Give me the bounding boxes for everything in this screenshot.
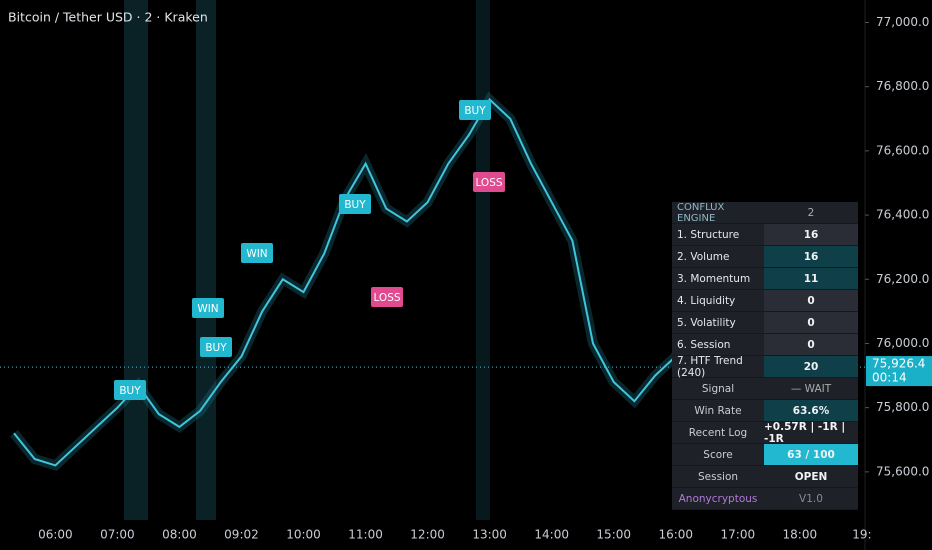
panel-row: Score 63 / 100 <box>672 444 858 466</box>
panel-value: — WAIT <box>764 378 858 400</box>
x-tick-label: 15:00 <box>596 528 631 542</box>
panel-row: Anonycryptous V1.0 <box>672 488 858 510</box>
panel-value: OPEN <box>764 466 858 488</box>
signal-label: BUY <box>119 385 141 397</box>
panel-value: 16 <box>764 246 858 268</box>
countdown: 00:14 <box>872 371 907 385</box>
x-tick-label: 12:00 <box>410 528 445 542</box>
signal-label: WIN <box>246 248 267 260</box>
panel-row: 4. Liquidity 0 <box>672 290 858 312</box>
x-tick-label: 19: <box>852 528 871 542</box>
chart-title: Bitcoin / Tether USD · 2 · Kraken <box>8 10 208 25</box>
signal-badge <box>459 100 491 120</box>
signal-badge <box>339 194 371 214</box>
x-tick-label: 07:00 <box>100 528 135 542</box>
x-tick-label: 11:00 <box>348 528 383 542</box>
panel-label: Score <box>672 444 764 466</box>
panel-row: Win Rate 63.6% <box>672 400 858 422</box>
panel-value: 63 / 100 <box>764 444 858 466</box>
panel-row: 7. HTF Trend (240) 20 <box>672 355 858 379</box>
session-band <box>476 0 490 520</box>
signal-badge <box>473 172 505 192</box>
panel-row: 3. Momentum 11 <box>672 268 858 290</box>
panel-value: 0 <box>764 334 858 356</box>
panel-row: 6. Session 0 <box>672 334 858 356</box>
panel-label: 5. Volatility <box>672 312 764 334</box>
x-tick-label: 16:00 <box>658 528 693 542</box>
panel-label: 6. Session <box>672 334 764 356</box>
engine-panel: CONFLUX ENGINE 2 1. Structure 16 2. Volume 16… <box>672 202 858 510</box>
x-tick-label: 09:02 <box>224 528 259 542</box>
panel-value: +0.57R | -1R | -1R <box>764 421 858 445</box>
panel-value: 0 <box>764 290 858 312</box>
panel-value: V1.0 <box>764 488 858 510</box>
panel-label: 1. Structure <box>672 224 764 246</box>
panel-row: Recent Log +0.57R | -1R | -1R <box>672 421 858 445</box>
session-band <box>196 0 216 520</box>
signal-label: BUY <box>344 199 366 211</box>
signal-label: BUY <box>205 342 227 354</box>
signal-badge <box>114 380 146 400</box>
panel-row: 1. Structure 16 <box>672 224 858 246</box>
y-tick-label: 76,600.0 <box>876 143 929 157</box>
last-price-box <box>866 356 932 387</box>
signal-badge <box>241 243 273 263</box>
signal-label: LOSS <box>475 177 502 189</box>
panel-label: Anonycryptous <box>672 488 764 510</box>
x-tick-label: 13:00 <box>472 528 507 542</box>
x-tick-label: 08:00 <box>162 528 197 542</box>
panel-value: 11 <box>764 268 858 290</box>
panel-row: CONFLUX ENGINE 2 <box>672 202 858 224</box>
panel-row: Session OPEN <box>672 466 858 488</box>
panel-label: 7. HTF Trend (240) <box>672 355 764 379</box>
panel-label: 2. Volume <box>672 246 764 268</box>
panel-label: Win Rate <box>672 400 764 422</box>
panel-value: 63.6% <box>764 400 858 422</box>
panel-label: Signal <box>672 378 764 400</box>
panel-label: Recent Log <box>672 422 764 444</box>
x-tick-label: 10:00 <box>286 528 321 542</box>
session-band <box>124 0 148 520</box>
x-tick-label: 17:00 <box>721 528 756 542</box>
signal-label: WIN <box>197 303 218 315</box>
panel-row: 2. Volume 16 <box>672 246 858 268</box>
panel-value: 0 <box>764 312 858 334</box>
y-tick-label: 76,000.0 <box>876 336 929 350</box>
y-tick-label: 76,800.0 <box>876 79 929 93</box>
y-tick-label: 76,400.0 <box>876 208 929 222</box>
signal-badge <box>200 337 232 357</box>
last-price-label: 75,926.4 <box>872 357 925 371</box>
y-tick-label: 75,600.0 <box>876 464 929 478</box>
panel-row: 5. Volatility 0 <box>672 312 858 334</box>
x-tick-label: 18:00 <box>783 528 818 542</box>
signal-badge <box>371 287 403 307</box>
x-tick-label: 14:00 <box>534 528 569 542</box>
panel-label: 4. Liquidity <box>672 290 764 312</box>
y-tick-label: 75,800.0 <box>876 400 929 414</box>
panel-value: 16 <box>764 224 858 246</box>
panel-label: CONFLUX ENGINE <box>672 202 764 224</box>
signal-badge <box>192 298 224 318</box>
signal-label: BUY <box>464 105 486 117</box>
panel-label: 3. Momentum <box>672 268 764 290</box>
panel-label: Session <box>672 466 764 488</box>
x-tick-label: 06:00 <box>38 528 73 542</box>
y-tick-label: 77,000.0 <box>876 15 929 29</box>
panel-row: Signal — WAIT <box>672 378 858 400</box>
panel-value: 2 <box>764 202 858 224</box>
y-tick-label: 76,200.0 <box>876 272 929 286</box>
signal-label: LOSS <box>373 292 400 304</box>
panel-value: 20 <box>764 356 858 378</box>
